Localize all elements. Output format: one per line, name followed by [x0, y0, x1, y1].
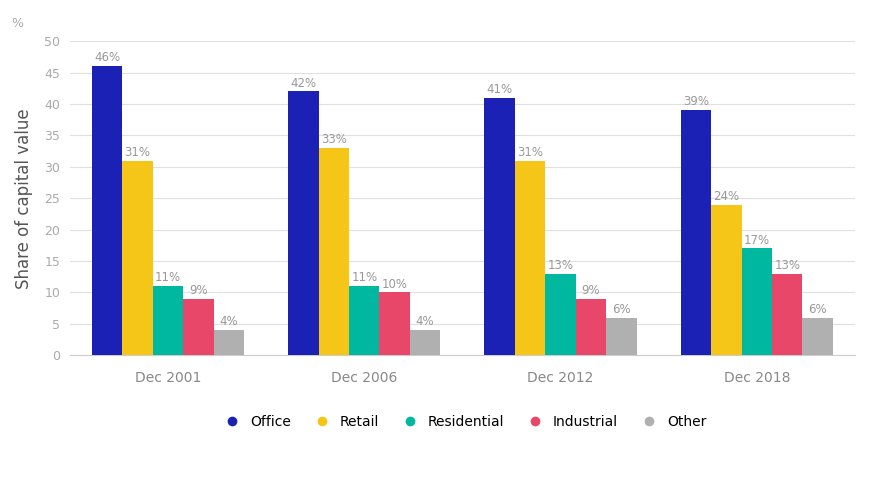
- Text: 4%: 4%: [219, 315, 238, 328]
- Text: 4%: 4%: [415, 315, 434, 328]
- Bar: [288, 91, 318, 355]
- Text: 13%: 13%: [547, 259, 573, 272]
- Bar: [92, 66, 123, 355]
- Bar: [348, 286, 379, 355]
- Text: 33%: 33%: [321, 133, 347, 146]
- Text: 9%: 9%: [581, 284, 600, 297]
- Bar: [710, 204, 740, 355]
- Text: 11%: 11%: [351, 271, 377, 285]
- Bar: [379, 292, 409, 355]
- Text: %: %: [11, 17, 23, 30]
- Text: 39%: 39%: [682, 95, 708, 108]
- Text: 24%: 24%: [713, 190, 739, 203]
- Legend: Office, Retail, Residential, Industrial, Other: Office, Retail, Residential, Industrial,…: [213, 409, 711, 434]
- Bar: [123, 161, 153, 355]
- Text: 31%: 31%: [516, 145, 542, 159]
- Bar: [153, 286, 183, 355]
- Bar: [740, 248, 771, 355]
- Text: 41%: 41%: [486, 83, 512, 96]
- Bar: [545, 274, 575, 355]
- Bar: [771, 274, 801, 355]
- Bar: [214, 330, 244, 355]
- Text: 6%: 6%: [612, 303, 630, 316]
- Text: 17%: 17%: [743, 234, 769, 246]
- Text: 31%: 31%: [124, 145, 150, 159]
- Bar: [680, 110, 710, 355]
- Bar: [575, 299, 606, 355]
- Bar: [606, 318, 636, 355]
- Bar: [484, 98, 514, 355]
- Y-axis label: Share of capital value: Share of capital value: [15, 108, 33, 288]
- Bar: [409, 330, 440, 355]
- Text: 42%: 42%: [290, 77, 316, 89]
- Text: 6%: 6%: [807, 303, 826, 316]
- Bar: [183, 299, 214, 355]
- Text: 10%: 10%: [381, 278, 408, 290]
- Text: 13%: 13%: [773, 259, 799, 272]
- Text: 11%: 11%: [155, 271, 181, 285]
- Text: 9%: 9%: [189, 284, 208, 297]
- Bar: [514, 161, 545, 355]
- Bar: [801, 318, 832, 355]
- Bar: [318, 148, 348, 355]
- Text: 46%: 46%: [94, 51, 120, 64]
